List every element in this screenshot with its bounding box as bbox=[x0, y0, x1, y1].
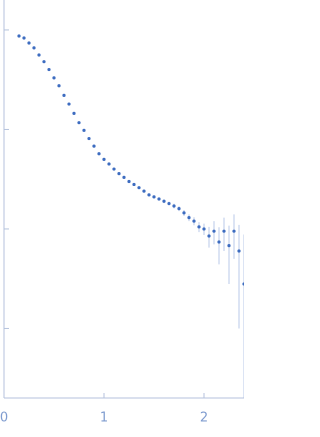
point bbox=[197, 225, 201, 229]
point bbox=[57, 84, 61, 88]
point bbox=[232, 229, 236, 233]
point bbox=[147, 193, 151, 197]
point bbox=[217, 240, 221, 244]
point bbox=[67, 102, 71, 106]
point bbox=[227, 244, 231, 248]
point bbox=[42, 60, 46, 64]
point bbox=[37, 53, 41, 57]
point bbox=[17, 34, 21, 38]
point bbox=[122, 175, 126, 179]
x-tick-label: 1 bbox=[100, 411, 108, 426]
point bbox=[142, 189, 146, 193]
point bbox=[242, 282, 244, 286]
point bbox=[127, 179, 131, 184]
point bbox=[62, 93, 66, 97]
point bbox=[132, 182, 136, 187]
point bbox=[87, 136, 91, 141]
point bbox=[82, 128, 86, 132]
point bbox=[22, 36, 26, 40]
point bbox=[172, 204, 176, 208]
point bbox=[32, 46, 36, 50]
point bbox=[202, 227, 206, 231]
point bbox=[212, 229, 216, 233]
point bbox=[112, 167, 116, 171]
point bbox=[177, 207, 181, 211]
x-tick-label: 0 bbox=[0, 411, 8, 426]
x-tick-label: 2 bbox=[200, 411, 208, 426]
point bbox=[137, 186, 141, 190]
point bbox=[192, 219, 196, 223]
chart: 0 1 2 bbox=[0, 0, 244, 426]
point bbox=[27, 41, 31, 45]
point bbox=[117, 172, 121, 176]
point bbox=[77, 121, 81, 125]
point bbox=[97, 152, 101, 156]
point bbox=[222, 229, 226, 233]
point bbox=[207, 234, 211, 238]
point bbox=[102, 157, 106, 162]
point bbox=[167, 201, 171, 206]
point bbox=[187, 216, 191, 220]
point bbox=[47, 67, 51, 72]
point bbox=[182, 211, 186, 215]
point bbox=[152, 195, 156, 199]
point bbox=[52, 76, 56, 80]
point bbox=[72, 111, 76, 115]
point bbox=[92, 144, 96, 148]
point bbox=[107, 162, 111, 166]
point bbox=[237, 249, 241, 253]
point bbox=[162, 199, 166, 203]
point bbox=[157, 197, 161, 201]
